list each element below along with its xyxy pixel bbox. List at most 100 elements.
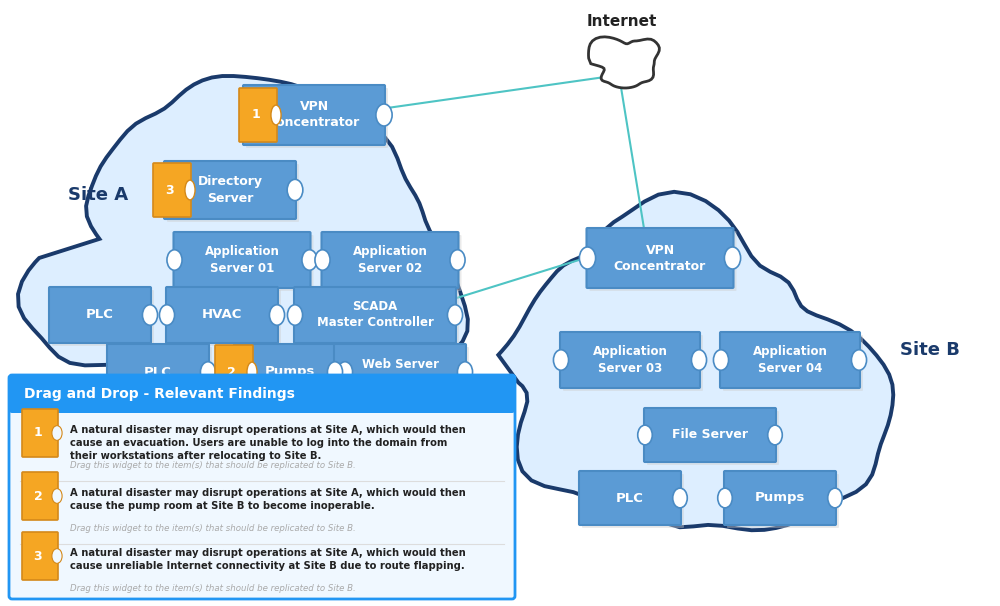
Ellipse shape [638,425,652,445]
Text: 2: 2 [227,365,236,379]
FancyBboxPatch shape [582,474,684,528]
Text: VPN
Concentrator: VPN Concentrator [614,244,706,273]
Ellipse shape [271,105,281,125]
Text: Drag this widget to the item(s) that should be replicated to Site B.: Drag this widget to the item(s) that sho… [70,461,356,470]
Text: VPN
Concentrator: VPN Concentrator [268,101,360,130]
Ellipse shape [718,488,732,508]
FancyBboxPatch shape [246,88,388,148]
Text: 1: 1 [34,427,42,439]
Text: 1: 1 [251,108,260,121]
Text: Site B: Site B [900,341,960,359]
Ellipse shape [724,247,741,269]
Text: Web Server
01: Web Server 01 [362,358,438,387]
Text: 3: 3 [34,550,42,562]
Text: File Server: File Server [672,428,748,442]
FancyBboxPatch shape [727,474,839,528]
Ellipse shape [457,362,473,382]
FancyBboxPatch shape [110,347,212,403]
Text: SCADA
Master Controller: SCADA Master Controller [317,301,433,330]
FancyBboxPatch shape [22,409,58,457]
FancyBboxPatch shape [237,347,349,403]
Text: 3: 3 [166,184,174,196]
Bar [23,433,57,456]
FancyBboxPatch shape [644,408,776,462]
FancyBboxPatch shape [167,164,299,222]
Bar [23,496,57,519]
FancyBboxPatch shape [334,344,466,400]
Ellipse shape [200,362,216,382]
Text: A natural disaster may disrupt operations at Site A, which would then
cause the : A natural disaster may disrupt operation… [70,488,466,511]
Text: Drag this widget to the item(s) that should be replicated to Site B.: Drag this widget to the item(s) that sho… [70,524,356,533]
Polygon shape [589,37,659,88]
Ellipse shape [287,305,303,325]
FancyBboxPatch shape [234,344,346,400]
FancyBboxPatch shape [647,411,779,465]
FancyBboxPatch shape [560,332,700,388]
Ellipse shape [52,548,62,564]
Ellipse shape [447,305,463,325]
Text: Pumps: Pumps [265,365,315,379]
FancyBboxPatch shape [723,335,863,391]
Ellipse shape [450,250,465,270]
FancyBboxPatch shape [176,235,314,291]
FancyBboxPatch shape [215,345,253,399]
Ellipse shape [52,488,62,504]
FancyBboxPatch shape [720,332,860,388]
Ellipse shape [247,362,257,382]
Ellipse shape [828,488,842,508]
FancyBboxPatch shape [337,347,469,403]
Text: Site A: Site A [68,186,128,204]
Ellipse shape [691,350,707,370]
Text: Drag and Drop - Relevant Findings: Drag and Drop - Relevant Findings [24,387,295,401]
Bar [23,556,57,579]
Ellipse shape [768,425,782,445]
FancyBboxPatch shape [153,163,191,217]
Text: Application
Server 04: Application Server 04 [753,345,827,375]
FancyBboxPatch shape [324,235,462,291]
FancyBboxPatch shape [49,287,151,343]
Text: Application
Server 01: Application Server 01 [205,245,279,275]
Ellipse shape [269,305,285,325]
FancyBboxPatch shape [9,375,515,413]
FancyBboxPatch shape [22,472,58,520]
Ellipse shape [851,350,867,370]
FancyBboxPatch shape [107,344,209,400]
Ellipse shape [579,247,596,269]
FancyBboxPatch shape [243,85,385,145]
Ellipse shape [302,250,317,270]
FancyBboxPatch shape [294,287,456,343]
FancyBboxPatch shape [239,88,277,142]
Ellipse shape [287,179,303,201]
Text: Directory
Server: Directory Server [198,176,262,204]
FancyBboxPatch shape [174,232,310,288]
Polygon shape [498,192,893,530]
FancyBboxPatch shape [297,290,459,346]
FancyBboxPatch shape [9,375,515,599]
FancyBboxPatch shape [166,287,278,343]
Text: PLC: PLC [144,365,172,379]
Ellipse shape [167,250,182,270]
Text: 2: 2 [34,490,42,502]
Ellipse shape [337,362,353,382]
Polygon shape [18,76,468,392]
Ellipse shape [52,425,62,441]
Ellipse shape [553,350,569,370]
FancyBboxPatch shape [169,290,281,346]
Text: Drag this widget to the item(s) that should be replicated to Site B.: Drag this widget to the item(s) that sho… [70,584,356,593]
FancyBboxPatch shape [724,471,836,525]
Ellipse shape [159,305,175,325]
FancyBboxPatch shape [579,471,681,525]
Text: HVAC: HVAC [202,308,242,322]
FancyBboxPatch shape [563,335,703,391]
Text: PLC: PLC [616,491,644,505]
Ellipse shape [376,104,392,126]
FancyBboxPatch shape [52,290,154,346]
FancyBboxPatch shape [164,161,296,219]
Ellipse shape [185,180,195,200]
FancyBboxPatch shape [322,232,458,288]
Text: A natural disaster may disrupt operations at Site A, which would then
cause an e: A natural disaster may disrupt operation… [70,425,466,461]
Ellipse shape [673,488,687,508]
Ellipse shape [142,305,158,325]
Bar [12,394,512,410]
FancyBboxPatch shape [22,532,58,580]
